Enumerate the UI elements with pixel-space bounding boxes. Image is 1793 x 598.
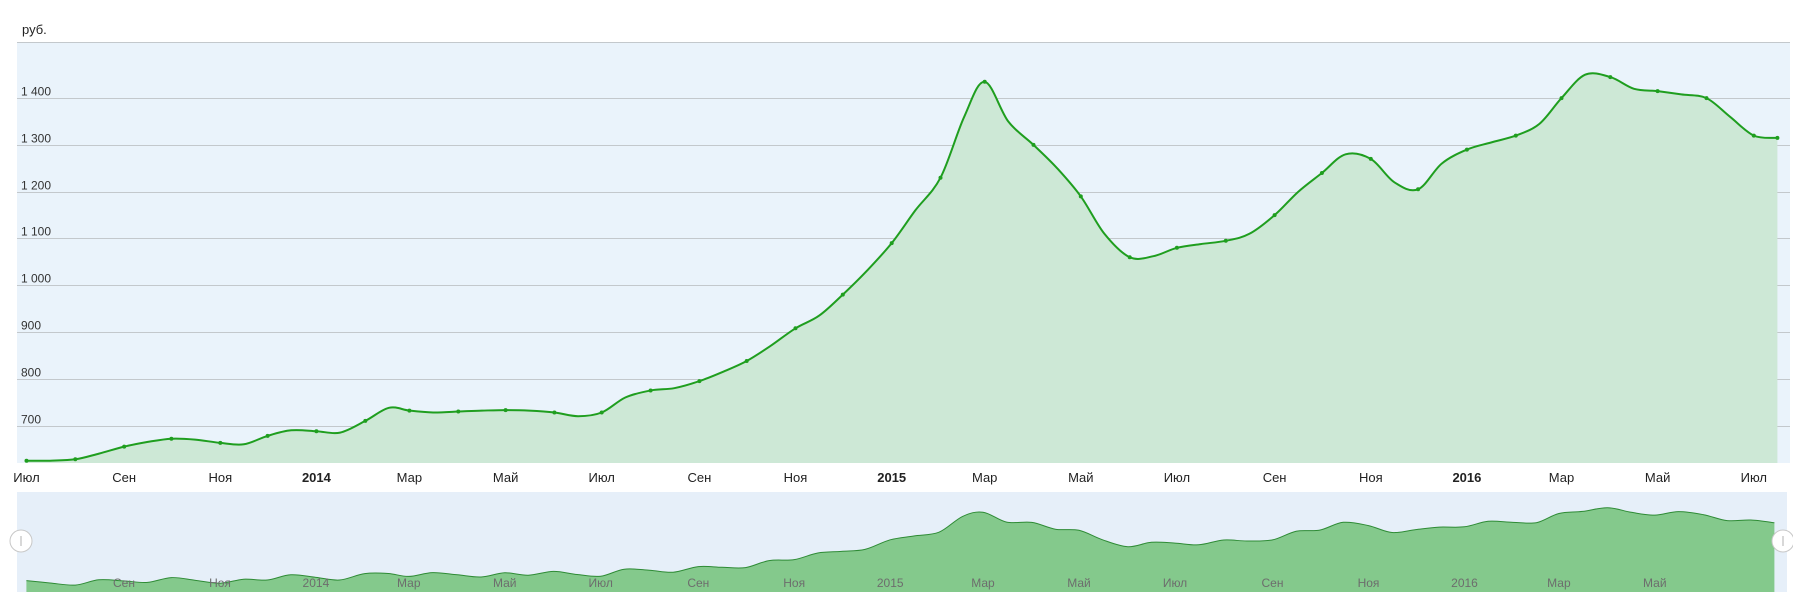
navigator-tick-label: Май — [493, 576, 517, 590]
navigator-tick-label: Ноя — [783, 576, 805, 590]
y-tick-label: 1 300 — [21, 132, 51, 146]
y-tick-label: 1 100 — [21, 225, 51, 239]
x-tick-label: Июл — [13, 470, 39, 485]
data-point[interactable] — [24, 458, 29, 463]
data-point[interactable] — [793, 326, 798, 331]
navigator-handle-left[interactable] — [9, 529, 33, 553]
x-tick-label: 2014 — [302, 470, 332, 485]
navigator-tick-label: Июл — [589, 576, 613, 590]
x-axis-band — [0, 463, 1793, 493]
data-point[interactable] — [503, 408, 508, 413]
series-line — [26, 72, 1778, 462]
data-point[interactable] — [744, 359, 749, 363]
navigator-tick-label: Июл — [1163, 576, 1187, 590]
navigator-tick-label: 2014 — [303, 576, 330, 590]
x-tick-label: Сен — [687, 470, 711, 485]
data-point[interactable] — [1513, 133, 1518, 138]
data-point[interactable] — [889, 241, 894, 246]
navigator-tick-label: Сен — [1262, 576, 1284, 590]
x-tick-label: Май — [1645, 470, 1670, 485]
x-tick-label: Июл — [1741, 470, 1767, 485]
data-point[interactable] — [265, 433, 270, 438]
x-tick-label: Мар — [1549, 470, 1574, 485]
x-tick-label: Мар — [397, 470, 422, 485]
navigator-tick-label: Мар — [971, 576, 995, 590]
navigator-line — [26, 507, 1775, 586]
data-point[interactable] — [407, 408, 412, 413]
data-point[interactable] — [1464, 147, 1469, 152]
data-point[interactable] — [697, 379, 702, 384]
x-tick-label: Июл — [1164, 470, 1190, 485]
data-point[interactable] — [1272, 213, 1277, 218]
data-point[interactable] — [1368, 156, 1373, 161]
range-navigator[interactable]: Сен Ноя 2014 Мар Май Июл Сен Ноя 2015 Мар Май Июл Се… — [9, 492, 1793, 592]
data-point[interactable] — [1319, 171, 1324, 175]
data-point[interactable] — [1704, 96, 1709, 101]
data-point[interactable] — [1416, 187, 1421, 192]
data-point[interactable] — [1127, 255, 1132, 260]
data-point[interactable] — [840, 292, 845, 297]
data-point[interactable] — [1751, 133, 1756, 138]
data-point[interactable] — [552, 410, 557, 415]
navigator-area — [26, 507, 1775, 592]
data-point[interactable] — [1174, 245, 1179, 250]
y-tick-label: 900 — [21, 319, 41, 333]
data-point[interactable] — [314, 429, 319, 434]
data-point[interactable] — [1608, 75, 1613, 80]
x-tick-label: Май — [1068, 470, 1093, 485]
navigator-tick-label: 2016 — [1451, 576, 1478, 590]
navigator-tick-label: Мар — [397, 576, 421, 590]
data-point[interactable] — [1655, 89, 1660, 94]
navigator-tick-label: Мар — [1547, 576, 1571, 590]
navigator-tick-label: Ноя — [209, 576, 231, 590]
x-tick-label: Мар — [972, 470, 997, 485]
x-tick-label: 2015 — [877, 470, 906, 485]
y-tick-label: 1 000 — [21, 272, 51, 286]
data-point[interactable] — [73, 457, 78, 462]
y-tick-label: 1 400 — [21, 85, 51, 99]
x-tick-label: Сен — [1263, 470, 1287, 485]
x-tick-label: Ноя — [1359, 470, 1383, 485]
y-tick-label: 1 200 — [21, 179, 51, 193]
data-point[interactable] — [363, 418, 368, 423]
y-axis-unit-label: руб. — [22, 22, 47, 37]
x-tick-label: 2016 — [1452, 470, 1481, 485]
data-point[interactable] — [599, 410, 604, 415]
data-point[interactable] — [648, 388, 653, 393]
data-point[interactable] — [982, 79, 987, 84]
x-tick-label: Ноя — [208, 470, 232, 485]
data-point[interactable] — [456, 409, 461, 414]
navigator-tick-label: 2015 — [877, 576, 904, 590]
y-tick-label: 700 — [21, 413, 41, 427]
data-point[interactable] — [1031, 142, 1036, 147]
data-point[interactable] — [1078, 194, 1083, 199]
navigator-handle-right[interactable] — [1771, 529, 1793, 553]
data-point[interactable] — [938, 175, 943, 180]
data-point[interactable] — [122, 444, 127, 449]
x-tick-label: Ноя — [784, 470, 808, 485]
data-point[interactable] — [169, 436, 174, 441]
series-area-fill — [26, 73, 1778, 463]
data-point[interactable] — [1223, 238, 1228, 243]
navigator-tick-label: Ноя — [1358, 576, 1380, 590]
x-tick-label: Сен — [112, 470, 136, 485]
data-point[interactable] — [1559, 96, 1564, 101]
navigator-tick-label: Май — [1067, 576, 1091, 590]
y-tick-label: 800 — [21, 366, 41, 380]
data-point[interactable] — [1775, 135, 1780, 140]
x-tick-label: Июл — [588, 470, 614, 485]
data-point[interactable] — [218, 440, 223, 445]
navigator-tick-label: Сен — [687, 576, 709, 590]
navigator-tick-label: Май — [1643, 576, 1667, 590]
navigator-tick-label: Сен — [113, 576, 135, 590]
x-tick-label: Май — [493, 470, 518, 485]
